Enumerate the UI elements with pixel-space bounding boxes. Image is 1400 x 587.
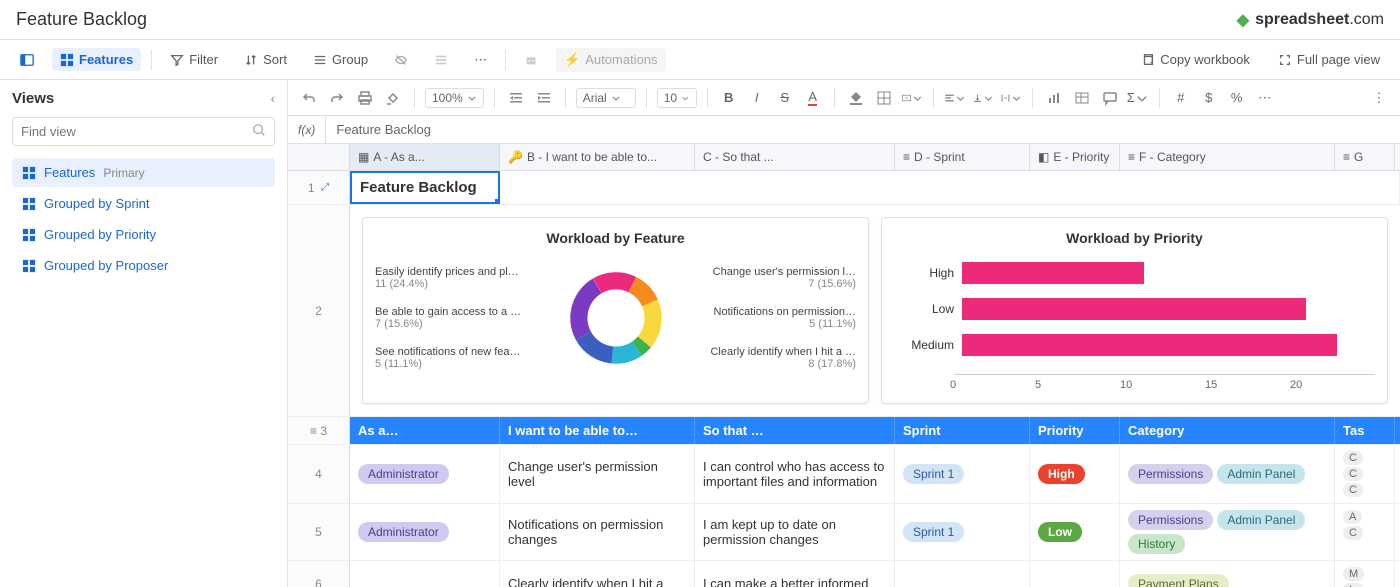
row-num-3[interactable]: ≡ 3 (288, 417, 350, 444)
sidebar-item[interactable]: FeaturesPrimary (12, 158, 275, 187)
sidebar-item[interactable]: Grouped by Priority (12, 220, 275, 249)
hdr-e: Priority (1030, 417, 1120, 444)
format-toolbar: 100% Arial 10 B I S A Σ (288, 80, 1400, 116)
print-button[interactable] (354, 87, 376, 109)
donut-label: Be able to gain access to a …7 (15.6%) (375, 306, 525, 330)
toolbar-menu-button[interactable]: ⋮ (1368, 87, 1390, 109)
hdr-g: Tas (1335, 417, 1395, 444)
table-row[interactable]: 6 Clearly identify when I hit a I can ma… (288, 561, 1400, 587)
bar-title: Workload by Priority (894, 230, 1375, 246)
find-view-search[interactable] (12, 117, 275, 146)
brand-logo[interactable]: ◆ spreadsheet.com (1237, 10, 1384, 30)
fx-label: f(x) (288, 116, 326, 143)
col-header-c[interactable]: C - So that ... (695, 144, 895, 170)
robot-button[interactable] (516, 49, 546, 71)
automations-button[interactable]: ⚡ Automations (556, 48, 665, 72)
col-header-b[interactable]: 🔑 B - I want to be able to... (500, 144, 695, 170)
paint-button[interactable] (382, 87, 404, 109)
row-num[interactable]: 6 (288, 561, 350, 587)
bar-row: Medium (902, 334, 1367, 356)
selected-cell[interactable]: Feature Backlog (350, 171, 500, 204)
hdr-f: Category (1120, 417, 1335, 444)
sidebar-item[interactable]: Grouped by Sprint (12, 189, 275, 218)
page-title: Feature Backlog (16, 9, 147, 30)
fullpage-button[interactable]: Full page view (1270, 48, 1388, 71)
row-num[interactable]: 4 (288, 445, 350, 503)
find-view-input[interactable] (21, 124, 252, 139)
row-num-1[interactable]: 1 ⤢ (288, 171, 350, 204)
hdr-c: So that … (695, 417, 895, 444)
row-num-2[interactable]: 2 (288, 205, 350, 416)
col-header-f[interactable]: ≡ F - Category (1120, 144, 1335, 170)
donut-chart (556, 258, 676, 378)
hash-button[interactable]: # (1170, 87, 1192, 109)
currency-button[interactable]: $ (1198, 87, 1220, 109)
search-icon (252, 123, 266, 140)
more-button[interactable]: ⋯ (466, 48, 495, 72)
italic-button[interactable]: I (746, 87, 768, 109)
hdr-d: Sprint (895, 417, 1030, 444)
merge-button[interactable] (901, 87, 923, 109)
sum-button[interactable]: Σ (1127, 87, 1149, 109)
hdr-a: As a… (350, 417, 500, 444)
indent-button[interactable] (533, 87, 555, 109)
hdr-b: I want to be able to… (500, 417, 695, 444)
col-header-e[interactable]: ◧ E - Priority (1030, 144, 1120, 170)
table-button[interactable] (1071, 87, 1093, 109)
col-header-d[interactable]: ≡ D - Sprint (895, 144, 1030, 170)
borders-button[interactable] (873, 87, 895, 109)
strike-button[interactable]: S (774, 87, 796, 109)
textcolor-button[interactable]: A (802, 87, 824, 109)
filter-button[interactable]: Filter (162, 48, 226, 71)
undo-button[interactable] (298, 87, 320, 109)
features-view-button[interactable]: Features (52, 48, 141, 71)
wrap-button[interactable] (1000, 87, 1022, 109)
halign-button[interactable] (944, 87, 966, 109)
group-button[interactable]: Group (305, 48, 376, 71)
outdent-button[interactable] (505, 87, 527, 109)
fillcolor-button[interactable] (845, 87, 867, 109)
percent-button[interactable]: % (1226, 87, 1248, 109)
fontsize-select[interactable]: 10 (657, 88, 697, 108)
col-header-g[interactable]: ≡ G (1335, 144, 1395, 170)
valign-button[interactable] (972, 87, 994, 109)
donut-title: Workload by Feature (375, 230, 856, 246)
bold-button[interactable]: B (718, 87, 740, 109)
font-select[interactable]: Arial (576, 88, 636, 108)
row-num[interactable]: 5 (288, 504, 350, 560)
hide-button[interactable] (386, 49, 416, 71)
donut-label: Notifications on permission…5 (11.1%) (706, 306, 856, 330)
comment-button[interactable] (1099, 87, 1121, 109)
chart-button[interactable] (1043, 87, 1065, 109)
copy-workbook-button[interactable]: Copy workbook (1133, 48, 1258, 71)
bar-row: Low (902, 298, 1367, 320)
redo-button[interactable] (326, 87, 348, 109)
col-header-a[interactable]: ▦ A - As a... (350, 144, 500, 170)
donut-chart-card: Workload by Feature Easily identify pric… (362, 217, 869, 404)
donut-label: Change user's permission l…7 (15.6%) (706, 266, 856, 290)
donut-label: Clearly identify when I hit a …8 (17.8%) (706, 346, 856, 370)
toolbar-more-button[interactable]: ⋯ (1254, 87, 1276, 109)
bar-row: High (902, 262, 1367, 284)
sidebar-item[interactable]: Grouped by Proposer (12, 251, 275, 280)
sort-button[interactable]: Sort (236, 48, 295, 71)
donut-label: See notifications of new fea…5 (11.1%) (375, 346, 525, 370)
panel-toggle-button[interactable] (12, 49, 42, 71)
table-row[interactable]: 4 Administrator Change user's permission… (288, 445, 1400, 504)
collapse-sidebar-icon[interactable]: ‹ (271, 91, 275, 106)
donut-label: Easily identify prices and pl…11 (24.4%) (375, 266, 525, 290)
logo-icon: ◆ (1237, 10, 1249, 30)
bar-chart-card: Workload by Priority HighLowMedium 05101… (881, 217, 1388, 404)
formula-input[interactable]: Feature Backlog (326, 122, 441, 137)
views-heading: Views (12, 90, 54, 107)
table-row[interactable]: 5 Administrator Notifications on permiss… (288, 504, 1400, 561)
list-button[interactable] (426, 49, 456, 71)
zoom-select[interactable]: 100% (425, 88, 484, 108)
